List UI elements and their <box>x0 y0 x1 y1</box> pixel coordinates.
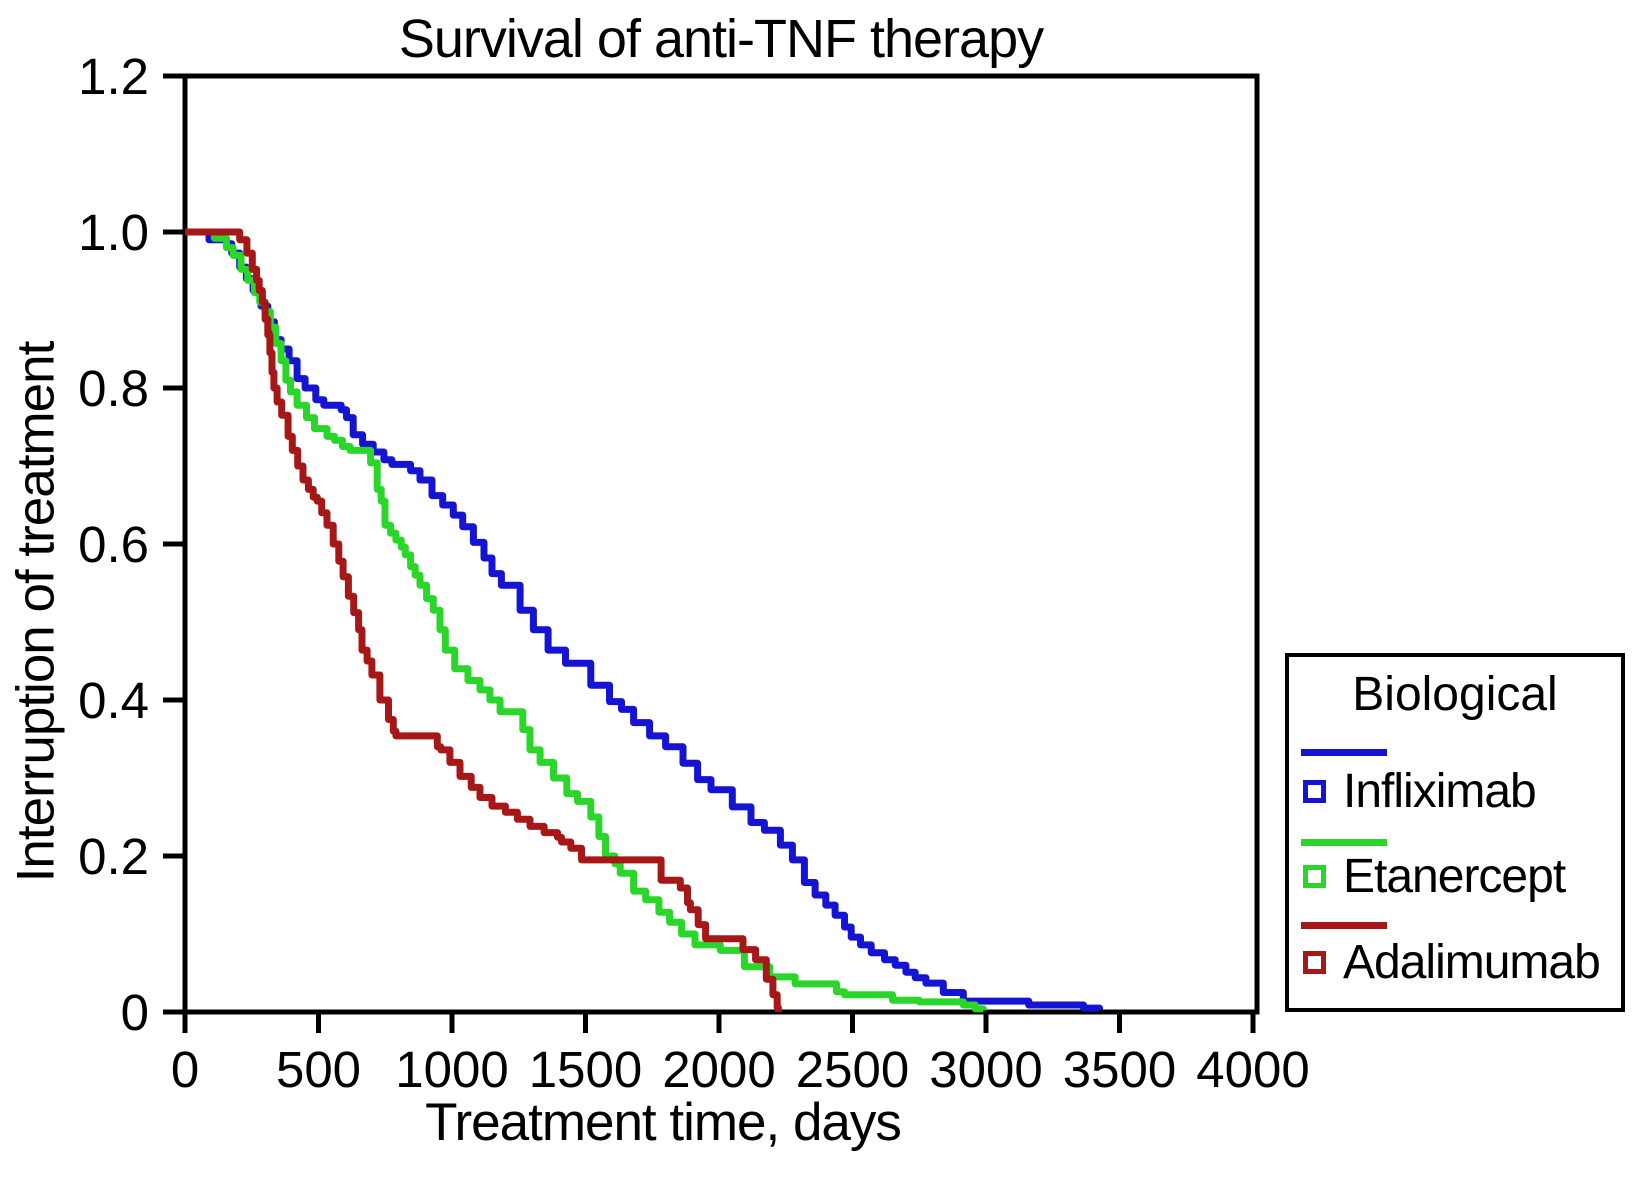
open-square-marker-icon <box>1303 950 1326 974</box>
series-curve-infliximab <box>185 228 1103 1012</box>
y-tick-label: 0.2 <box>78 828 149 885</box>
x-tick-label: 3000 <box>929 1041 1042 1098</box>
x-tick-label: 4000 <box>1196 1041 1309 1098</box>
series-curve-adalimumab <box>185 228 782 1012</box>
legend-entry-etanercept: Etanercept <box>1303 850 1566 903</box>
x-axis-label: Treatment time, days <box>425 1093 902 1152</box>
x-tick-label: 2500 <box>796 1041 909 1098</box>
legend-entry-adalimumab: Adalimumab <box>1303 936 1601 989</box>
series-curve-etanercept <box>185 228 987 1013</box>
legend-label: Adalimumab <box>1343 935 1601 989</box>
legend-label: Etanercept <box>1343 849 1566 903</box>
y-tick-label: 0.6 <box>78 516 149 573</box>
chart-title: Survival of anti-TNF therapy <box>398 9 1044 69</box>
open-square-marker-icon <box>1303 779 1326 803</box>
legend-entry-infliximab: Infliximab <box>1303 765 1537 818</box>
x-tick-label: 3500 <box>1063 1041 1176 1098</box>
x-tick-label: 500 <box>276 1041 361 1098</box>
x-tick-label: 1500 <box>529 1041 642 1098</box>
legend-title: Biological <box>1352 668 1558 721</box>
legend-line-infliximab <box>1301 749 1387 756</box>
y-tick-label: 1.2 <box>78 48 149 105</box>
y-tick-label: 0 <box>121 984 149 1041</box>
y-tick-label: 0.4 <box>78 672 149 729</box>
y-tick-label: 1.0 <box>78 204 149 261</box>
x-tick-label: 0 <box>171 1041 199 1098</box>
legend-line-adalimumab <box>1301 922 1387 929</box>
plot-frame <box>182 73 1260 1015</box>
open-square-marker-icon <box>1303 864 1326 888</box>
y-axis-label: Interruption of treatment <box>6 341 66 883</box>
legend-line-etanercept <box>1301 839 1387 846</box>
legend-label: Infliximab <box>1343 764 1537 818</box>
y-tick-label: 0.8 <box>78 360 149 417</box>
x-tick-label: 2000 <box>662 1041 775 1098</box>
legend: Biological Infliximab Etanercept Adalimu… <box>1285 653 1625 1012</box>
x-tick-label: 1000 <box>395 1041 508 1098</box>
